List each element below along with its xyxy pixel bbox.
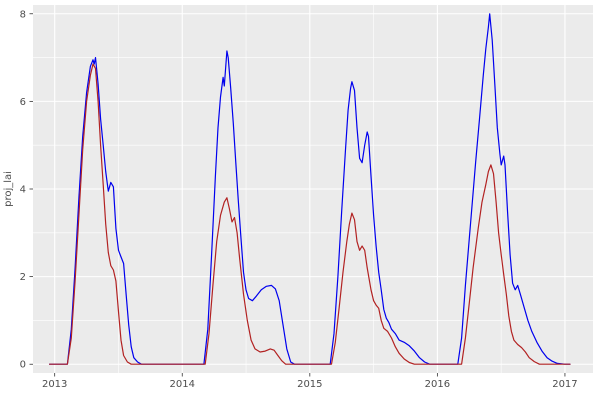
x-tick-label: 2014: [170, 379, 195, 390]
y-tick-label: 4: [20, 185, 26, 196]
y-tick-label: 2: [20, 272, 26, 283]
y-tick-label: 0: [20, 360, 26, 371]
dark-red-series-line: [48, 63, 571, 365]
y-tick-label: 8: [20, 9, 26, 20]
y-axis-label: proj_lai: [3, 171, 14, 207]
blue-series-line: [48, 13, 571, 365]
x-tick-label: 2017: [552, 379, 577, 390]
x-tick-label: 2013: [42, 379, 67, 390]
x-tick-label: 2015: [297, 379, 322, 390]
x-tick-label: 2016: [425, 379, 450, 390]
y-tick-label: 6: [20, 97, 26, 108]
